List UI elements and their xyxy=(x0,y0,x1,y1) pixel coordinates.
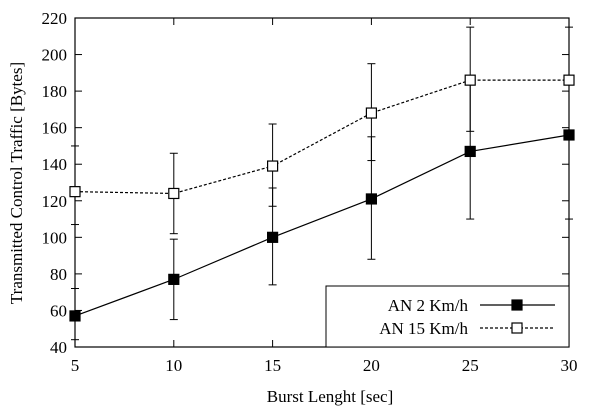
y-tick-label: 80 xyxy=(50,265,67,284)
legend-box xyxy=(325,285,570,348)
data-point xyxy=(168,187,180,200)
x-tick-label: 25 xyxy=(462,356,479,375)
x-tick-label: 15 xyxy=(264,356,281,375)
data-point xyxy=(563,74,575,86)
y-tick-label: 40 xyxy=(50,338,67,357)
y-tick-label: 180 xyxy=(42,82,68,101)
legend-marker xyxy=(511,322,523,334)
data-point xyxy=(168,273,180,285)
data-point xyxy=(69,186,81,198)
data-point xyxy=(267,231,279,243)
series-2 xyxy=(69,26,575,235)
series-line xyxy=(74,79,569,195)
x-tick-label: 20 xyxy=(363,356,380,375)
x-tick-label: 30 xyxy=(561,356,578,375)
data-point xyxy=(267,160,279,172)
legend-label: AN 15 Km/h xyxy=(379,319,468,338)
y-tick-label: 200 xyxy=(42,46,68,65)
x-tick-label: 10 xyxy=(165,356,182,375)
data-point xyxy=(365,107,377,119)
series-layer xyxy=(69,26,575,341)
y-tick-label: 160 xyxy=(42,119,68,138)
legend-label: AN 2 Km/h xyxy=(388,296,469,315)
y-axis: 40 60 80 100 120 140 160 180 200 220 xyxy=(42,9,569,357)
data-point xyxy=(365,193,377,205)
y-tick-label: 220 xyxy=(42,9,68,28)
legend-marker xyxy=(511,299,523,311)
data-point xyxy=(464,74,476,86)
x-tick-label: 5 xyxy=(71,356,80,375)
y-tick-label: 120 xyxy=(42,192,68,211)
series-line xyxy=(74,134,570,317)
x-axis: 5 10 15 20 25 30 xyxy=(71,18,578,375)
y-axis-label: Transmitted Control Traffic [Bytes] xyxy=(7,62,26,304)
legend: AN 2 Km/h AN 15 Km/h xyxy=(325,285,570,348)
y-tick-label: 100 xyxy=(42,228,68,247)
y-tick-label: 140 xyxy=(42,155,68,174)
x-axis-label: Burst Lenght [sec] xyxy=(267,387,394,406)
y-tick-label: 60 xyxy=(50,301,67,320)
data-point xyxy=(69,310,81,322)
data-point xyxy=(464,145,476,158)
